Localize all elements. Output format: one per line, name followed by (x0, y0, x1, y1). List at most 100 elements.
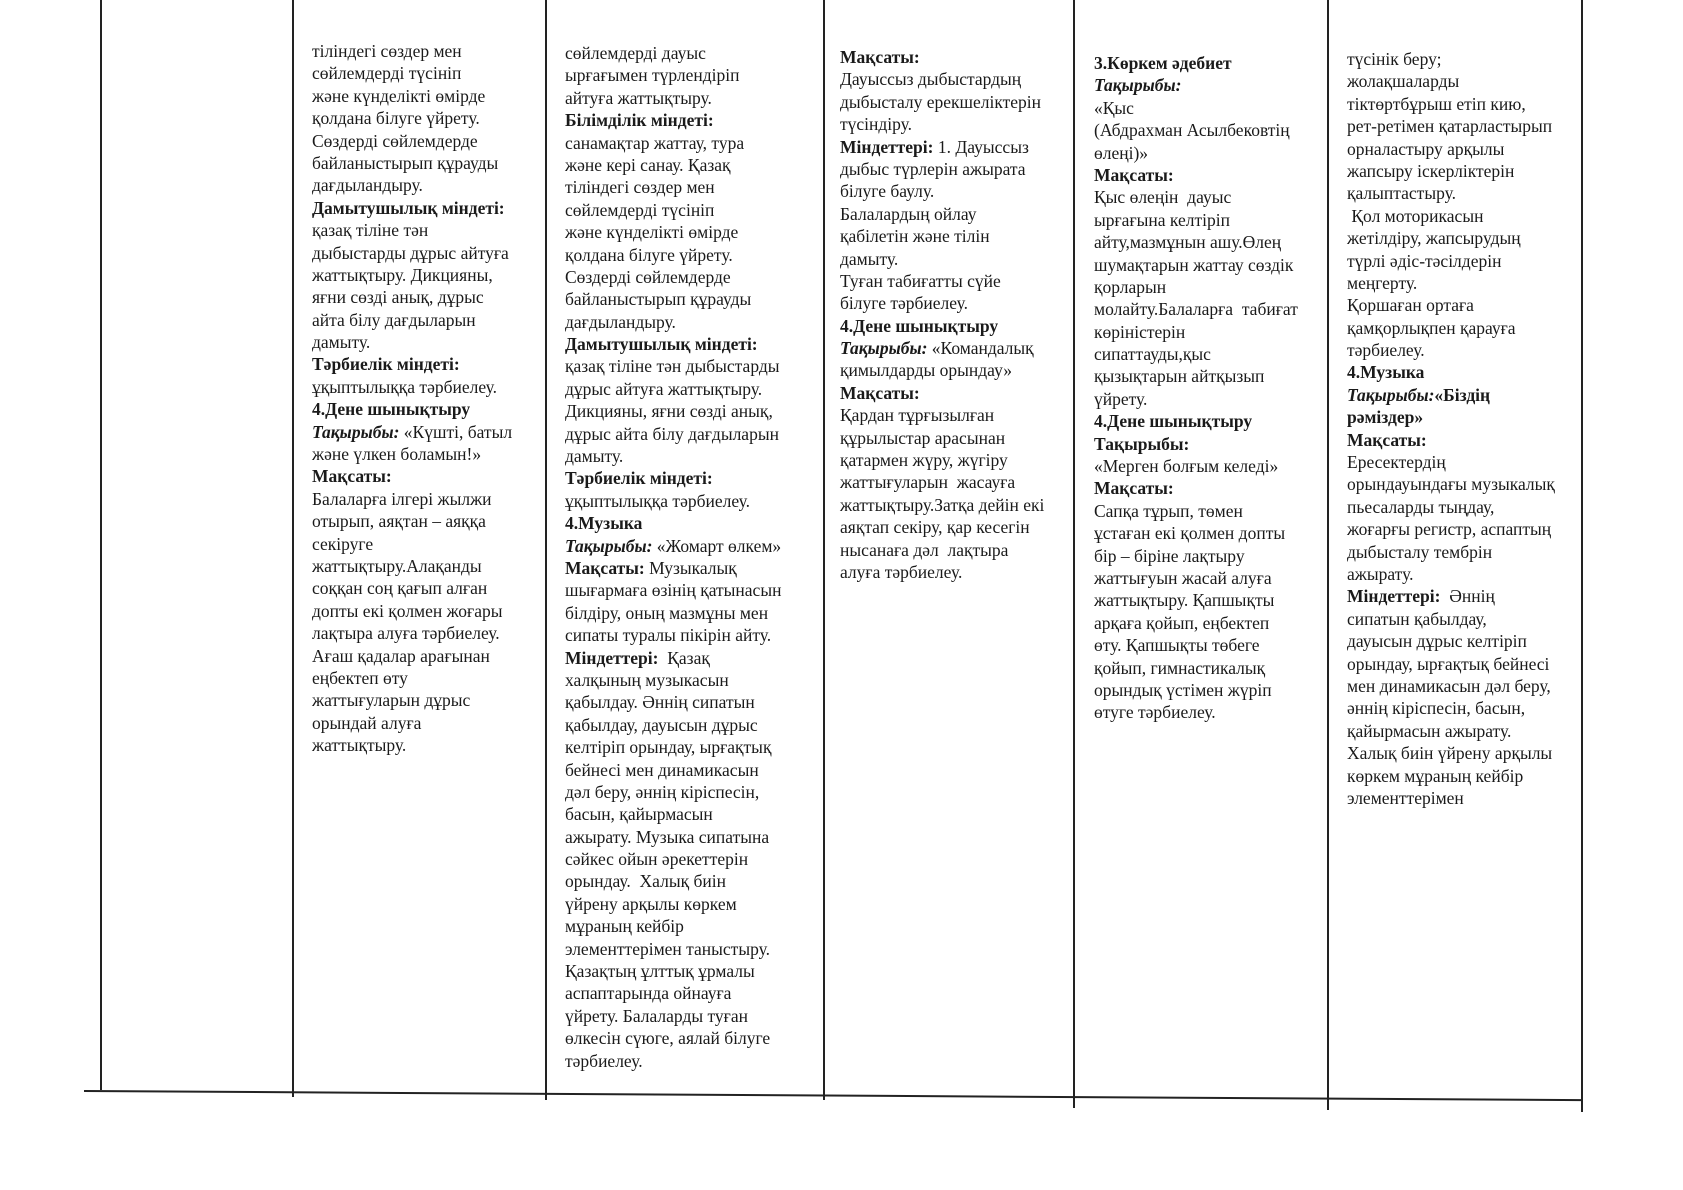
text-run: сөйлемдерді түсініп (565, 199, 715, 220)
text-line: тіктөртбұрыш етіп кию, (1347, 93, 1555, 115)
text-run: білуге баулу. (840, 181, 935, 202)
text-run: білуге тәрбиелеу. (840, 293, 968, 314)
text-line: Дауыссыз дыбыстардың (840, 68, 1044, 90)
text-line: дағдыландыру. (312, 174, 512, 196)
text-run: дамыту. (565, 446, 624, 467)
text-line: дамыту. (565, 445, 781, 467)
text-run: жаттықтыру. Қапшықты (1094, 590, 1275, 611)
text-line: үйрену арқылы көркем (565, 893, 781, 915)
table-cell: тіліндегі сөздер мен сөйлемдерді түсініп ж… (312, 40, 512, 757)
column-divider (823, 0, 825, 1100)
text-run: басын, қайырмасын (565, 804, 713, 825)
text-line: орындау. Халық биін (565, 870, 781, 892)
text-line: Ағаш қадалар арағынан (312, 645, 512, 667)
text-run: Сапқа тұрып, төмен (1094, 500, 1243, 521)
text-run: дамыту. (312, 332, 371, 353)
text-line: мұраның кейбір (565, 915, 781, 937)
text-line: Балалардың ойлау (840, 203, 1044, 225)
text-line: түсіндіру. (840, 113, 1044, 135)
text-run: білдіру, оның мазмұны мен (565, 602, 769, 623)
text-line: және күнделікті өмірде (565, 221, 781, 243)
text-run: дұрыс айта білу дағдыларын (565, 423, 779, 444)
text-line: тіліндегі сөздер мен (312, 40, 512, 62)
table-cell: сөйлемдерді дауыс ырғағымен түрлендіріп ай… (565, 42, 781, 1072)
heading: Міндеттері: (565, 647, 659, 668)
text-run: меңгерту. (1347, 272, 1418, 293)
text-line: қимылдарды орындау» (840, 359, 1044, 381)
text-line: дыбыс түрлерін ажырата (840, 158, 1044, 180)
text-run: жоғарғы регистр, аспаптың (1347, 519, 1552, 540)
text-run: жаттығуын жасай алуға (1094, 567, 1272, 588)
text-line: Тақырыбы: «Командалық (840, 337, 1044, 359)
text-line: қалыптастыру. (1347, 182, 1555, 204)
table-right-border (1581, 0, 1583, 1112)
text-line: қабылдау, дауысын дұрыс (565, 714, 781, 736)
text-run: сәйкес ойын әрекеттерін (565, 849, 749, 870)
text-line: 3.Көркем әдебиет (1094, 52, 1298, 74)
text-line: лақтыра алуға тәрбиелеу. (312, 622, 512, 644)
text-run: жаттықтыру.Затқа дейін екі (840, 494, 1045, 515)
text-run: мұраның кейбір (565, 916, 684, 937)
heading: Дамытушылық міндеті: (312, 197, 505, 218)
text-run: байланыстырып құрауды (312, 152, 499, 173)
text-line: білуге тәрбиелеу. (840, 292, 1044, 314)
text-line: Мақсаты: (1347, 429, 1555, 451)
text-line: рет-ретімен қатарластырып (1347, 115, 1555, 137)
text-line: және үлкен боламын!» (312, 443, 512, 465)
text-line: қазақ тіліне тән (312, 219, 512, 241)
text-line: қабылдау. Әннің сипатын (565, 691, 781, 713)
text-run: аяқтап секіру, қар кесегін (840, 517, 1030, 538)
text-run: орындай алуға (312, 712, 422, 733)
text-line: сөйлемдерді түсініп (565, 199, 781, 221)
text-line: жетілдіру, жапсырудың (1347, 227, 1555, 249)
table-left-border (100, 0, 102, 1090)
text-line: бейнесі мен динамикасын (565, 759, 781, 781)
text-line: секіруге (312, 533, 512, 555)
text-run: элементтерімен (1347, 787, 1464, 808)
text-run: жаттықтыру. Дикцияны, (312, 264, 493, 285)
text-line: 4.Музыка (1347, 361, 1555, 383)
text-run: қабілетін және тілін (840, 226, 990, 247)
text-line: білдіру, оның мазмұны мен (565, 602, 781, 624)
text-line: өту. Қапшықты төбеге (1094, 634, 1298, 656)
text-run: ажырату. Музыка сипатына (565, 826, 770, 847)
text-run: үйрету. Балаларды туған (565, 1005, 748, 1026)
text-line: сәйкес ойын әрекеттерін (565, 848, 781, 870)
text-run: үйрету. (1094, 388, 1148, 409)
text-run: Қазақ (658, 647, 710, 668)
text-line: қайырмасын ажырату. (1347, 720, 1555, 742)
text-line: қолдана білуге үйрету. (565, 244, 781, 266)
text-run: «Жомарт өлкем» (652, 535, 782, 556)
text-line: қазақ тіліне тән дыбыстарды (565, 355, 781, 377)
text-line: Мақсаты: (1094, 477, 1298, 499)
text-line: дамыту. (312, 331, 512, 353)
text-line: қорларын (1094, 276, 1298, 298)
text-line: қамқорлықпен қарауға (1347, 317, 1555, 339)
text-line: Дикцияны, яғни сөзді анық, (565, 400, 781, 422)
text-line: жаттығуларын дұрыс (312, 689, 512, 711)
text-run: сөйлемдерді дауыс (565, 43, 706, 63)
text-line: Тәрбиелік міндеті: (565, 467, 781, 489)
heading-italic: Тақырыбы: (1094, 75, 1182, 96)
column-divider (1073, 0, 1075, 1108)
text-run: тіліндегі сөздер мен (565, 177, 715, 198)
text-line: арқаға қойып, еңбектеп (1094, 612, 1298, 634)
text-line: Міндеттері: Қазақ (565, 647, 781, 669)
text-line: Міндеттері: 1. Дауыссыз (840, 136, 1044, 158)
text-run: дыбыс түрлерін ажырата (840, 158, 1026, 179)
text-run: орындауындағы музыкалық (1347, 474, 1555, 495)
text-line: Туған табиғатты сүйе (840, 270, 1044, 292)
text-line: Тақырыбы:«Біздің (1347, 384, 1555, 406)
text-run: пьесаларды тыңдау, (1347, 496, 1495, 517)
text-line: Мақсаты: (312, 465, 512, 487)
text-run: жаттықтыру.Алақанды (312, 555, 482, 576)
text-run: қызықтарын айтқызып (1094, 366, 1265, 387)
text-run: қазақ тіліне тән дыбыстарды (565, 356, 780, 377)
heading: Міндеттері: (840, 136, 934, 157)
heading: 4.Дене шынықтыру (1094, 411, 1253, 432)
column-divider (545, 0, 547, 1100)
text-run: сөйлемдерді түсініп (312, 63, 462, 84)
text-line: қолдана білуге үйрету. (312, 107, 512, 129)
text-line: яғни сөзді анық, дұрыс (312, 286, 512, 308)
text-run: тіліндегі сөздер мен (312, 41, 462, 61)
